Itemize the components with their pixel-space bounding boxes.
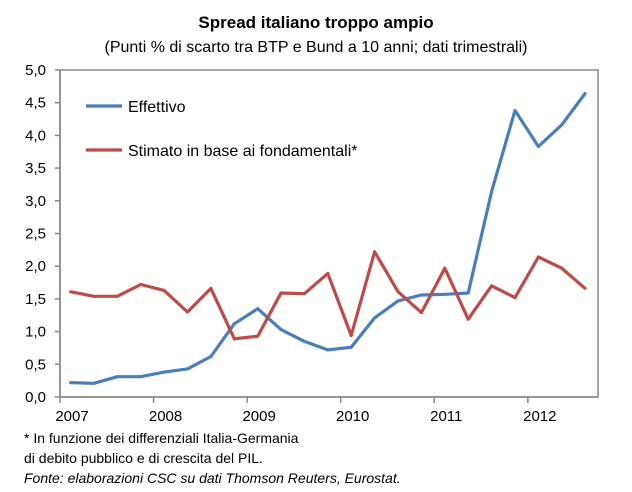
data-point: [583, 92, 587, 96]
plot-area-border: [59, 69, 599, 398]
data-point: [396, 290, 400, 294]
legend-label: Effettivo: [128, 99, 186, 116]
data-point: [490, 190, 494, 194]
y-tick-label: 1,5: [25, 291, 46, 308]
data-point: [373, 316, 377, 320]
y-tick-label: 4,0: [25, 127, 46, 144]
data-point: [560, 266, 564, 270]
y-tick-label: 3,5: [25, 160, 46, 177]
data-point: [256, 334, 260, 338]
data-point: [232, 322, 236, 326]
data-point: [92, 381, 96, 385]
data-point: [396, 299, 400, 303]
y-tick-label: 2,5: [25, 226, 46, 243]
data-point: [185, 367, 189, 371]
footnote-line-2: di debito pubblico e di crescita del PIL…: [24, 450, 263, 466]
data-point: [466, 317, 470, 321]
data-point: [583, 286, 587, 290]
data-point: [536, 255, 540, 259]
data-point: [490, 284, 494, 288]
data-point: [466, 291, 470, 295]
data-point: [69, 381, 73, 385]
x-tick-label: 2008: [149, 408, 182, 425]
data-point: [326, 348, 330, 352]
data-point: [115, 294, 119, 298]
y-tick-label: 4,5: [25, 95, 46, 112]
data-point: [349, 334, 353, 338]
x-tick-label: 2012: [523, 408, 556, 425]
data-point: [373, 250, 377, 254]
series-line-1: [70, 250, 587, 341]
footnote-line-1: * In funzione dei differenziali Italia-G…: [24, 430, 299, 446]
data-point: [209, 286, 213, 290]
data-point: [279, 328, 283, 332]
data-point: [279, 291, 283, 295]
x-tick-label: 2010: [336, 408, 369, 425]
data-point: [185, 310, 189, 314]
legend-label: Stimato in base ai fondamentali*: [128, 143, 357, 160]
y-tick-label: 2,0: [25, 258, 46, 275]
data-point: [139, 375, 143, 379]
y-tick-label: 1,0: [25, 324, 46, 341]
y-tick-label: 0,0: [25, 389, 46, 406]
y-tick-label: 0,5: [25, 356, 46, 373]
data-point: [162, 370, 166, 374]
source-note: Fonte: elaborazioni CSC su dati Thomson …: [24, 470, 401, 486]
data-point: [513, 296, 517, 300]
data-point: [232, 337, 236, 341]
x-tick-label: 2007: [55, 408, 88, 425]
data-point: [443, 292, 447, 296]
y-tick-label: 5,0: [25, 62, 46, 79]
data-point: [536, 145, 540, 149]
data-point: [256, 307, 260, 311]
data-point: [326, 271, 330, 275]
data-point: [302, 339, 306, 343]
y-tick-label: 3,0: [25, 193, 46, 210]
data-point: [69, 290, 73, 294]
data-point: [443, 266, 447, 270]
data-point: [162, 288, 166, 292]
data-point: [560, 123, 564, 127]
data-point: [139, 283, 143, 287]
series-line-0: [70, 92, 587, 385]
data-point: [349, 345, 353, 349]
data-point: [302, 292, 306, 296]
data-point: [92, 294, 96, 298]
data-point: [209, 354, 213, 358]
data-point: [419, 293, 423, 297]
data-point: [115, 375, 119, 379]
x-tick-label: 2009: [242, 408, 275, 425]
data-point: [513, 109, 517, 113]
chart-title: Spread italiano troppo ampio: [198, 13, 433, 32]
chart-subtitle: (Punti % di scarto tra BTP e Bund a 10 a…: [104, 39, 527, 56]
data-point: [419, 311, 423, 315]
x-tick-label: 2011: [430, 408, 462, 425]
